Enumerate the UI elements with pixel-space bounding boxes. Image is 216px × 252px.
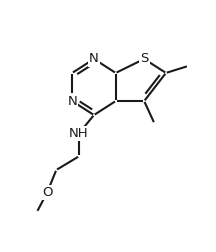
Text: NH: NH bbox=[69, 127, 89, 140]
Text: S: S bbox=[140, 52, 148, 66]
Text: N: N bbox=[67, 94, 77, 108]
Text: N: N bbox=[89, 52, 99, 66]
Text: O: O bbox=[42, 186, 52, 199]
